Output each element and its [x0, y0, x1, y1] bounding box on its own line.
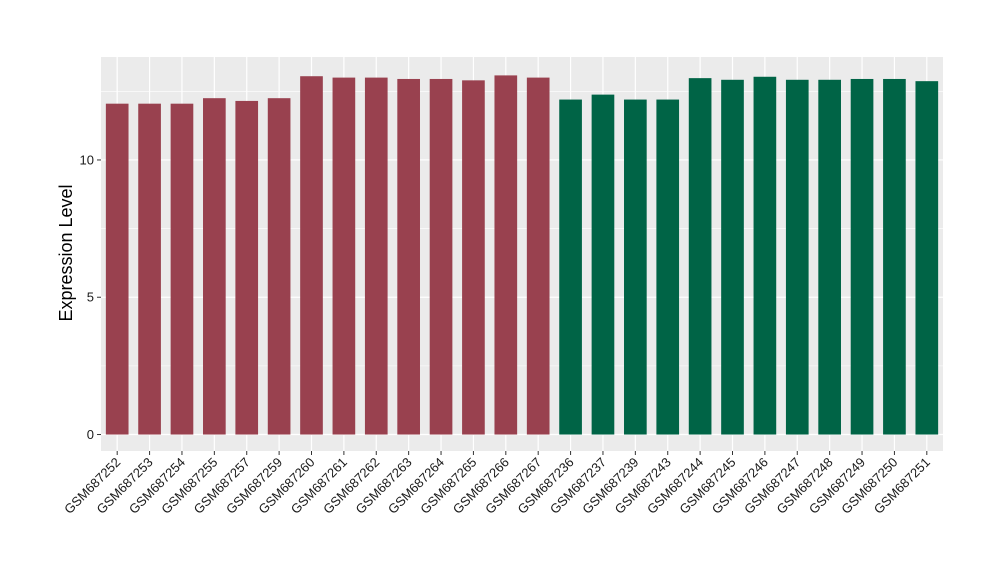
bar-GSM687251: [915, 81, 939, 435]
y-axis-title: Expression Level: [56, 184, 76, 321]
bar-GSM687266: [494, 75, 518, 435]
bar-GSM687239: [624, 99, 647, 435]
bar-GSM687237: [591, 94, 615, 435]
bar-GSM687245: [721, 79, 744, 435]
bar-GSM687265: [462, 80, 485, 435]
bar-GSM687263: [397, 78, 420, 435]
bar-GSM687253: [138, 103, 161, 435]
bar-GSM687250: [883, 78, 906, 435]
bar-GSM687254: [170, 103, 194, 435]
y-tick-label: 0: [87, 427, 94, 442]
bar-GSM687247: [785, 79, 809, 435]
bar-GSM687261: [332, 77, 356, 435]
bar-GSM687248: [818, 79, 841, 435]
x-axis: GSM687252GSM687253GSM687254GSM687255GSM6…: [61, 451, 933, 517]
bar-GSM687257: [235, 100, 259, 435]
bar-GSM687259: [267, 98, 291, 435]
bar-series: [105, 75, 939, 435]
bar-GSM687262: [364, 77, 388, 435]
y-tick-label: 5: [87, 290, 94, 305]
plot-background: [101, 57, 943, 451]
bar-GSM687255: [203, 98, 226, 435]
bar-GSM687260: [300, 76, 323, 435]
bar-GSM687246: [753, 76, 777, 435]
bar-GSM687267: [526, 77, 550, 435]
bar-GSM687264: [429, 78, 453, 435]
y-axis: 0 5 10: [80, 152, 101, 442]
bar-GSM687243: [656, 99, 680, 435]
y-tick-label: 10: [80, 152, 94, 167]
bar-GSM687252: [105, 103, 129, 435]
bar-GSM687249: [850, 78, 874, 435]
bar-GSM687244: [688, 78, 712, 435]
bar-GSM687236: [559, 99, 582, 435]
